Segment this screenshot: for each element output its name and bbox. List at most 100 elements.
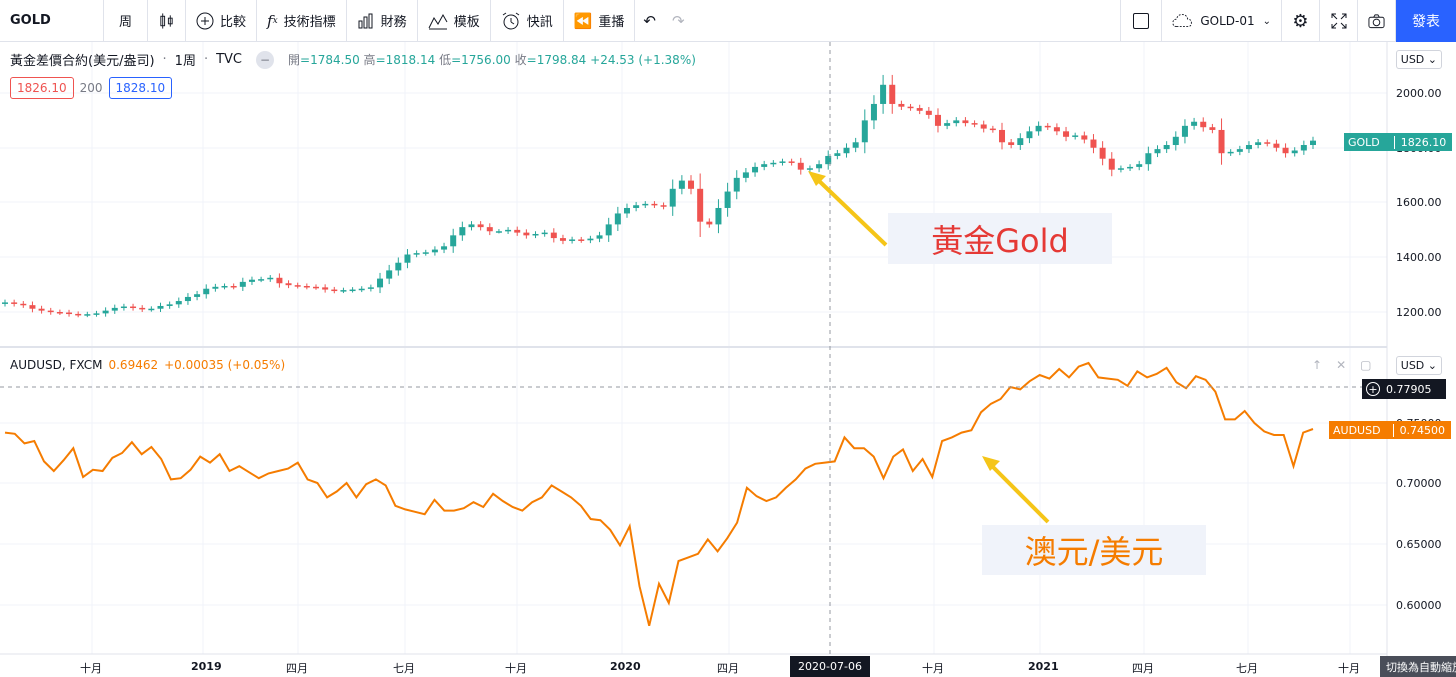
candle-body: [843, 147, 850, 154]
candle-body: [733, 177, 740, 192]
gold-annotation-text: 黃金Gold: [931, 221, 1069, 260]
candle-body: [934, 114, 941, 126]
time-tick: 十月: [1338, 662, 1360, 675]
bar-chart-icon: [358, 13, 373, 28]
aud-tag-label: AUDUSD: [1333, 423, 1381, 437]
crosshair-date-value: 2020-07-06: [798, 660, 862, 673]
time-tick: 2019: [191, 660, 222, 673]
candle-body: [788, 161, 795, 163]
close-icon[interactable]: ✕: [1336, 358, 1347, 372]
candle-body: [20, 303, 27, 306]
candle-body: [75, 313, 82, 316]
candle-body: [1099, 147, 1106, 159]
candle-body: [386, 270, 393, 279]
candles-icon: [160, 12, 173, 29]
candle-body: [377, 278, 384, 288]
templates-icon: [428, 13, 448, 29]
main-series-title[interactable]: 黃金差價合約(美元/盎司): [10, 54, 155, 69]
candle-body: [569, 239, 576, 241]
candle-body: [1236, 149, 1243, 152]
publish-button[interactable]: 發表: [1396, 0, 1456, 42]
layout-selector[interactable]: GOLD-01 ⌄: [1162, 0, 1282, 42]
candle-body: [450, 235, 457, 247]
change-value: +24.53 (+1.38%): [590, 53, 696, 67]
candle-body: [999, 129, 1006, 143]
candle-body: [1300, 145, 1307, 151]
main-series-interval: 1周: [174, 54, 196, 69]
candle-body: [1282, 147, 1289, 154]
symbol-search[interactable]: GOLD: [0, 0, 104, 42]
candle-body: [697, 188, 704, 222]
chart-type-button[interactable]: [148, 0, 186, 42]
candle-body: [651, 203, 658, 206]
time-tick: 2021: [1028, 660, 1059, 673]
auto-scale-button[interactable]: 切換為自動縮放: [1380, 656, 1456, 677]
bid-badge[interactable]: 1826.10: [10, 77, 74, 99]
currency-selector-main[interactable]: USD ⌄: [1395, 50, 1442, 69]
currency-selector-sub[interactable]: USD ⌄: [1395, 356, 1442, 375]
candle-body: [248, 279, 255, 282]
templates-button[interactable]: 模板: [418, 0, 491, 42]
replay-button[interactable]: ⏪ 重播: [564, 0, 636, 42]
replay-label: 重播: [598, 15, 625, 30]
alarm-clock-icon: [502, 12, 519, 29]
currency-label-main: USD: [1400, 53, 1425, 66]
compare-button[interactable]: 比較: [186, 0, 258, 42]
candle-body: [889, 84, 896, 104]
alert-button[interactable]: 快訊: [491, 0, 564, 42]
sub-legend: AUDUSD, FXCM 0.69462 +0.00035 (+0.05%): [10, 358, 285, 372]
candle-body: [139, 307, 146, 310]
candle-body: [944, 123, 951, 126]
add-alert-icon[interactable]: +: [1366, 382, 1380, 396]
candle-body: [706, 221, 713, 225]
undo-button[interactable]: ↶: [635, 0, 664, 42]
rewind-icon: ⏪: [573, 11, 593, 30]
gold-annotation[interactable]: 黃金Gold: [888, 213, 1112, 264]
expand-button[interactable]: [1320, 0, 1358, 42]
candle-body: [267, 277, 274, 280]
close-key: 收: [514, 53, 527, 67]
collapse-legend-button[interactable]: −: [256, 50, 275, 69]
candle-body: [431, 249, 438, 253]
open-key: 開: [288, 53, 301, 67]
indicators-label: 技術指標: [283, 15, 336, 30]
settings-button[interactable]: ⚙: [1282, 0, 1320, 42]
expand-icon: [1331, 13, 1346, 29]
main-series-source: TVC: [216, 52, 243, 67]
symbol-label: GOLD: [10, 13, 51, 28]
candle-body: [1191, 121, 1198, 126]
arrow-up-icon[interactable]: ↑: [1312, 358, 1323, 372]
candle-body: [1136, 164, 1143, 167]
candle-body: [111, 307, 118, 311]
candle-body: [1218, 129, 1225, 154]
close-value: 1798.84: [536, 53, 587, 67]
layout-name: GOLD-01: [1200, 14, 1255, 28]
screenshot-button[interactable]: [1358, 0, 1396, 42]
fullscreen-toggle[interactable]: [1120, 0, 1162, 42]
audusd-line: [4, 361, 1314, 627]
candle-body: [541, 232, 548, 235]
pane-controls: ↑ ✕ ▢: [1312, 358, 1371, 372]
sub-series-value: 0.69462: [108, 358, 159, 372]
maximize-pane-icon[interactable]: ▢: [1360, 358, 1372, 372]
candle-body: [688, 180, 695, 189]
sub-series-title[interactable]: AUDUSD, FXCM: [10, 358, 103, 372]
candle-body: [742, 172, 749, 178]
candle-body: [157, 305, 164, 309]
candle-body: [203, 288, 210, 295]
time-tick: 七月: [393, 662, 415, 675]
financials-button[interactable]: 財務: [347, 0, 418, 42]
currency-label-sub: USD: [1400, 359, 1425, 372]
candle-body: [294, 285, 301, 287]
interval-button[interactable]: 周: [104, 0, 148, 42]
candle-body: [486, 227, 493, 232]
price-tick-main: 1400.00: [1396, 251, 1442, 264]
ask-badge[interactable]: 1828.10: [108, 77, 173, 99]
candle-body: [1026, 131, 1033, 139]
redo-button[interactable]: ↷: [664, 0, 693, 42]
low-value: 1756.00: [461, 53, 511, 67]
aud-annotation[interactable]: 澳元/美元: [982, 525, 1206, 575]
price-tick-main: 1600.00: [1396, 196, 1442, 209]
